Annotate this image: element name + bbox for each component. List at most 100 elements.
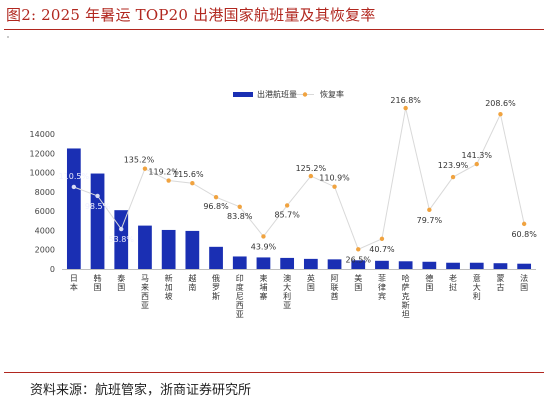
recovery-line bbox=[73, 107, 525, 251]
legend: 出港航班量 恢复率 bbox=[233, 89, 344, 99]
recovery-label: 26.5% bbox=[346, 255, 372, 264]
bar-series bbox=[66, 148, 532, 269]
category-label-char: 寨 bbox=[259, 291, 267, 301]
category-label-char: 西 bbox=[236, 301, 244, 310]
category-label-char: 印 bbox=[236, 274, 244, 283]
recovery-label: 98.5% bbox=[85, 202, 111, 211]
y-axis: 0 2000 4000 6000 8000 10000 12000 14000 bbox=[30, 130, 536, 274]
recovery-label: 40.7% bbox=[369, 245, 395, 254]
recovery-point bbox=[284, 203, 290, 208]
category-label-char: 阿 bbox=[331, 274, 339, 283]
recovery-label: 141.3% bbox=[461, 151, 492, 160]
recovery-point bbox=[498, 111, 503, 117]
category-label-char: 哈 bbox=[402, 273, 410, 283]
category-label-char: 俄 bbox=[212, 273, 220, 283]
recovery-point bbox=[474, 161, 479, 167]
recovery-point bbox=[450, 174, 456, 180]
bar bbox=[303, 258, 318, 269]
bar bbox=[422, 261, 437, 269]
y-tick-label: 6000 bbox=[35, 207, 55, 216]
legend-label-bar: 出港航班量 bbox=[257, 89, 297, 99]
bar bbox=[517, 263, 532, 269]
recovery-label: 208.6% bbox=[485, 99, 516, 108]
recovery-label: 53.8% bbox=[109, 235, 135, 244]
category-label-char: 柬 bbox=[259, 274, 267, 283]
bar bbox=[375, 260, 389, 269]
category-label-char: 国 bbox=[520, 283, 528, 292]
y-tick-label: 2000 bbox=[35, 246, 55, 255]
category-label-char: 国 bbox=[117, 283, 125, 292]
category-label-char: 国 bbox=[354, 283, 362, 292]
recovery-label: 43.9% bbox=[251, 242, 277, 251]
recovery-point bbox=[190, 180, 195, 186]
bar bbox=[209, 246, 223, 269]
title-rule bbox=[4, 29, 544, 30]
category-label-char: 利 bbox=[473, 291, 481, 301]
category-label-char: 本 bbox=[70, 282, 78, 292]
y-tick-label: 4000 bbox=[35, 226, 55, 235]
category-label-char: 度 bbox=[236, 282, 244, 292]
y-tick-label: 8000 bbox=[35, 188, 55, 197]
x-axis-categories: 日本韩国泰国马来西亚新加坡越南俄罗斯印度尼西亚柬埔寨澳大利亚英国阿联酋美国菲律宾… bbox=[70, 273, 528, 319]
category-label-char: 罗 bbox=[212, 283, 220, 292]
category-label-char: 新 bbox=[165, 273, 173, 283]
category-label-char: 韩 bbox=[94, 273, 102, 283]
category-label-char: 菲 bbox=[378, 273, 386, 283]
y-tick-label: 0 bbox=[50, 265, 55, 274]
category-label-char: 大 bbox=[473, 282, 481, 292]
category-label-char: 埔 bbox=[259, 282, 267, 292]
figure-title: 图2: 2025 年暑运 TOP20 出港国家航班量及其恢复率 bbox=[6, 6, 376, 24]
bar bbox=[327, 259, 342, 269]
recovery-label: 216.8% bbox=[390, 96, 421, 105]
category-label-char: 坡 bbox=[165, 291, 173, 301]
bar bbox=[280, 257, 295, 269]
legend-marker bbox=[302, 92, 308, 97]
category-label-char: 澳 bbox=[283, 273, 291, 283]
category-label-char: 挝 bbox=[449, 282, 457, 292]
recovery-label: 96.8% bbox=[203, 202, 229, 211]
category-label-char: 尼 bbox=[236, 292, 244, 301]
category-label-char: 来 bbox=[141, 283, 149, 292]
corner-mark bbox=[7, 36, 9, 38]
category-label-char: 德 bbox=[425, 273, 433, 283]
recovery-label: 115.6% bbox=[173, 170, 204, 179]
category-label-char: 斯 bbox=[402, 300, 410, 310]
bar bbox=[161, 229, 176, 269]
data-labels: 110.5%98.5%53.8%135.2%119.2%115.6%96.8%8… bbox=[59, 96, 538, 264]
bar bbox=[351, 260, 366, 269]
recovery-label: 110.9% bbox=[319, 174, 350, 183]
recovery-point bbox=[332, 184, 337, 189]
category-label-char: 克 bbox=[402, 292, 410, 301]
category-label-char: 萨 bbox=[402, 282, 410, 292]
category-label-char: 蒙 bbox=[496, 273, 504, 283]
category-label-char: 亚 bbox=[236, 310, 244, 319]
recovery-point bbox=[213, 194, 219, 200]
category-label-char: 亚 bbox=[141, 301, 149, 310]
recovery-point bbox=[237, 204, 242, 210]
legend-label-line: 恢复率 bbox=[320, 89, 344, 99]
category-label-char: 西 bbox=[141, 292, 149, 301]
category-label-char: 国 bbox=[94, 283, 102, 292]
category-label-char: 利 bbox=[283, 291, 291, 301]
y-tick-label: 14000 bbox=[30, 130, 55, 139]
line-series bbox=[71, 105, 527, 252]
category-label-char: 国 bbox=[425, 283, 433, 292]
recovery-label: 79.7% bbox=[417, 216, 443, 225]
category-label-char: 古 bbox=[496, 282, 504, 292]
bar bbox=[446, 262, 460, 269]
category-label-char: 斯 bbox=[212, 291, 220, 301]
recovery-point bbox=[379, 236, 385, 241]
category-label-char: 酋 bbox=[331, 291, 339, 301]
category-label-char: 南 bbox=[188, 282, 196, 292]
recovery-label: 83.8% bbox=[227, 212, 253, 221]
category-label-char: 泰 bbox=[117, 273, 125, 283]
recovery-point bbox=[427, 207, 432, 213]
recovery-label: 110.5% bbox=[59, 172, 90, 181]
category-label-char: 日 bbox=[70, 274, 78, 283]
bar bbox=[398, 261, 413, 269]
category-label-char: 宾 bbox=[378, 291, 386, 301]
legend-swatch-bar bbox=[233, 92, 253, 97]
bar bbox=[90, 173, 105, 269]
category-label-char: 加 bbox=[165, 282, 173, 292]
